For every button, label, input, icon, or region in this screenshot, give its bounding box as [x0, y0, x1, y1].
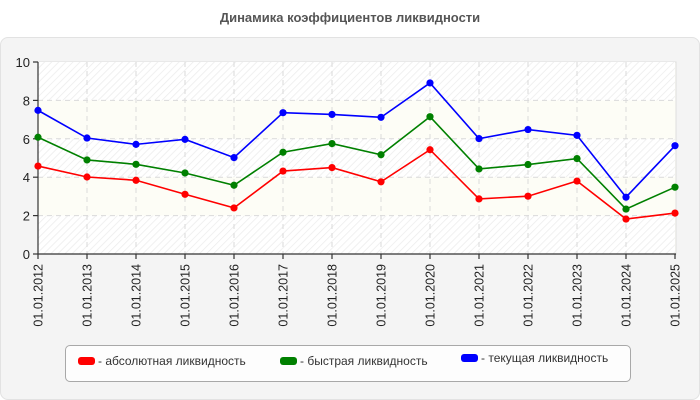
x-tick-label: 01.01.2018: [326, 264, 340, 327]
legend-label: - абсолютная ликвидность: [98, 354, 246, 368]
data-point: [622, 215, 630, 223]
x-tick-label: 01.01.2024: [620, 264, 634, 327]
hatched-band: [38, 62, 675, 101]
series-line: [37, 115, 676, 211]
data-point: [83, 173, 91, 181]
hatched-band: [38, 215, 675, 254]
legend-label: - текущая ликвидность: [481, 351, 609, 365]
series-lines: [34, 79, 679, 223]
plot-bands: [37, 61, 677, 255]
y-tick-label: 4: [23, 170, 30, 185]
x-tick-label: 01.01.2025: [669, 264, 683, 327]
data-point: [132, 160, 140, 168]
data-point: [524, 125, 532, 134]
x-tick-label: 01.01.2019: [375, 264, 389, 327]
data-point: [475, 195, 483, 203]
data-point: [34, 162, 42, 170]
data-point: [279, 109, 287, 117]
x-tick-label: 01.01.2020: [424, 264, 438, 327]
data-point: [377, 113, 385, 121]
x-tick-label: 01.01.2017: [277, 264, 291, 327]
legend-item-absolute: - абсолютная ликвидность: [78, 354, 246, 368]
series-line: [37, 148, 676, 220]
data-point: [230, 204, 238, 212]
data-point: [83, 156, 91, 164]
data-point: [328, 140, 336, 148]
data-point: [279, 148, 287, 156]
data-point: [83, 134, 91, 142]
legend-item-quick: - быстрая ликвидность: [280, 354, 428, 368]
data-point: [426, 113, 434, 121]
hatched-band: [38, 138, 675, 178]
data-point: [622, 193, 630, 201]
data-point: [132, 176, 140, 184]
x-tick-label: 01.01.2016: [228, 264, 242, 327]
chart-title: Динамика коэффициентов ликвидности: [219, 10, 481, 25]
data-point: [671, 209, 679, 217]
x-tick-label: 01.01.2012: [32, 264, 46, 327]
gridlines: [38, 62, 675, 254]
x-tick-label: 01.01.2014: [130, 264, 144, 327]
data-point: [426, 146, 434, 154]
data-point: [181, 169, 189, 177]
x-tick-label: 01.01.2021: [473, 264, 487, 327]
legend-swatch-blue: [461, 354, 478, 362]
data-point: [181, 190, 189, 198]
y-tick-label: 0: [23, 247, 30, 262]
data-point: [573, 131, 581, 139]
data-point: [181, 135, 189, 143]
y-tick-label: 6: [23, 132, 30, 147]
y-tick-label: 8: [23, 93, 30, 108]
x-tick-label: 01.01.2023: [571, 264, 585, 327]
data-point: [230, 181, 238, 189]
data-point: [671, 142, 679, 150]
y-tick-label: 2: [23, 209, 30, 224]
data-point: [377, 151, 385, 159]
x-tick-label: 01.01.2013: [81, 264, 95, 327]
chart-legend: - абсолютная ликвидность - быстрая ликви…: [65, 345, 631, 382]
data-point: [622, 205, 630, 213]
data-point: [426, 79, 434, 87]
data-point: [671, 183, 679, 191]
data-point: [328, 164, 336, 172]
legend-item-current: - текущая ликвидность: [461, 351, 608, 365]
data-point: [524, 192, 532, 200]
data-point: [377, 178, 385, 186]
data-point: [279, 167, 287, 175]
legend-swatch-green: [280, 357, 297, 365]
data-point: [34, 133, 42, 141]
legend-label: - быстрая ликвидность: [300, 354, 428, 368]
x-tick-label: 01.01.2022: [522, 264, 536, 327]
x-axis-labels: 01.01.2012 01.01.2013 01.01.2014 01.01.2015…: [32, 264, 683, 327]
legend-swatch-red: [78, 357, 95, 365]
series-line: [37, 81, 676, 199]
data-point: [34, 106, 42, 114]
data-point: [475, 165, 483, 173]
data-point: [573, 154, 581, 163]
data-point: [132, 140, 140, 148]
data-point: [328, 110, 336, 119]
x-tick-label: 01.01.2015: [179, 264, 193, 327]
y-tick-label: 10: [16, 55, 30, 70]
data-point: [524, 160, 532, 169]
data-point: [230, 154, 238, 162]
y-axis-labels: 0 2 4 6 8 10: [16, 55, 30, 262]
axes: [33, 61, 676, 259]
data-point: [573, 177, 581, 185]
data-point: [475, 135, 483, 143]
